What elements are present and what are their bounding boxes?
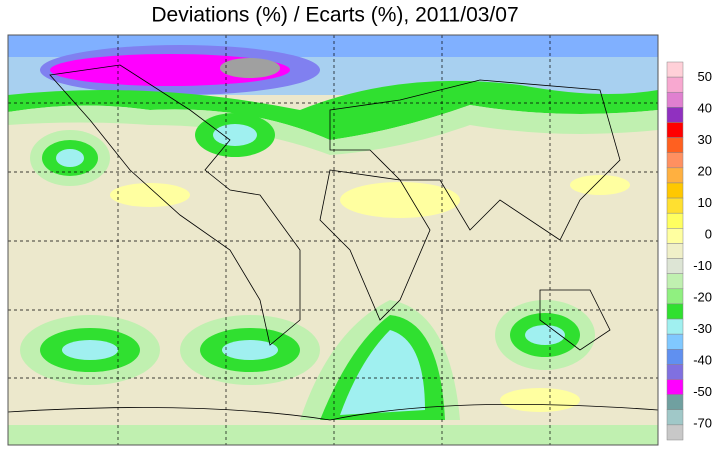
- colorbar-label: 30: [698, 132, 712, 147]
- color-swatch: [666, 182, 684, 199]
- color-swatch: [666, 212, 684, 229]
- color-swatch: [666, 167, 684, 184]
- colorbar-label: -10: [693, 258, 712, 273]
- colorbar-label: -50: [693, 384, 712, 399]
- color-swatch: [666, 409, 684, 426]
- color-swatch: [666, 122, 684, 138]
- colorbar-label: -40: [693, 353, 712, 368]
- colorbar-label: 40: [698, 101, 712, 116]
- color-swatch: [666, 197, 684, 214]
- color-swatch: [666, 107, 684, 123]
- color-swatch: [666, 243, 684, 259]
- color-swatch: [666, 318, 684, 335]
- color-swatch: [666, 137, 684, 153]
- color-swatch: [666, 349, 684, 365]
- colorbar-label: 0: [705, 227, 712, 242]
- color-swatch: [666, 61, 684, 78]
- map: [7, 34, 659, 446]
- color-swatch: [666, 379, 684, 395]
- title: Deviations (%) / Ecarts (%), 2011/03/07: [151, 4, 518, 27]
- colorbar-label: 50: [698, 69, 712, 84]
- color-swatch: [666, 364, 684, 380]
- colorbar-label: -30: [693, 321, 712, 336]
- color-swatch: [666, 228, 684, 244]
- color-swatch: [666, 258, 684, 274]
- color-swatch: [666, 303, 684, 320]
- color-swatch: [666, 394, 684, 411]
- colorbar-label: -20: [693, 290, 712, 305]
- colorbar: 50 40 30 20 10 0 -10 -20 -30 -40 -50 -70: [666, 61, 712, 441]
- color-swatch: [666, 152, 684, 169]
- color-swatch: [666, 288, 684, 305]
- color-swatch: [666, 424, 684, 441]
- colorbar-label: -70: [693, 416, 712, 431]
- color-swatch: [666, 76, 684, 93]
- color-swatch: [666, 273, 684, 290]
- color-swatch: [666, 91, 684, 108]
- colorbar-label: 10: [698, 195, 712, 210]
- colorbar-label: 20: [698, 164, 712, 179]
- color-swatch: [666, 333, 684, 350]
